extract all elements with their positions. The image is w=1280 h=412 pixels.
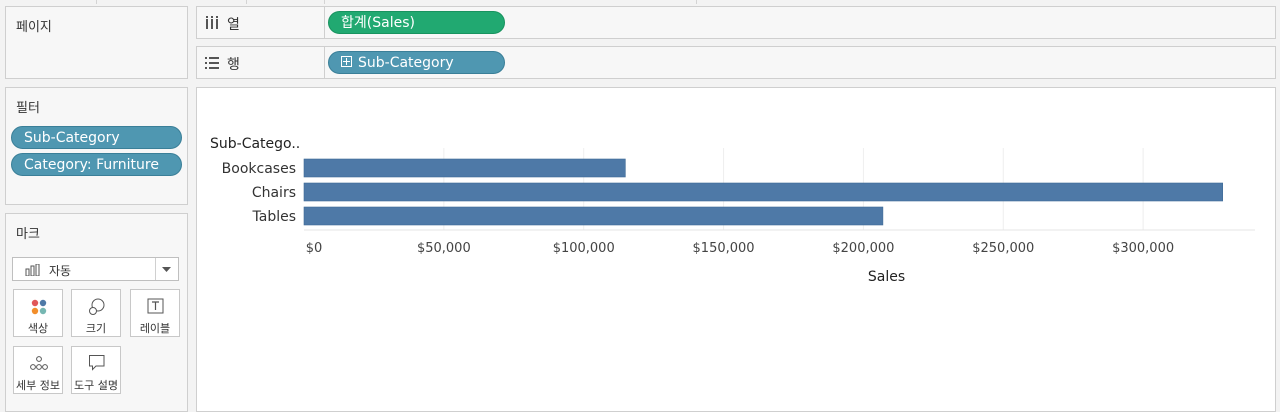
- x-tick-label: $300,000: [1112, 241, 1174, 256]
- columns-shelf-label: 열: [197, 7, 325, 38]
- chart-view: Sub-Catego.. Bookcases Chairs Tables $0 $50,…: [196, 87, 1276, 412]
- x-tick-label: $150,000: [693, 241, 755, 256]
- bar-chart: Bookcases Chairs Tables $0 $50,000 $100,000 $1…: [222, 148, 1255, 285]
- x-axis-title[interactable]: Sales: [868, 269, 905, 285]
- x-tick-label: $0: [306, 241, 323, 256]
- filter-pill-label: Category: Furniture: [24, 157, 159, 173]
- mark-type-label: 자동: [49, 264, 72, 278]
- bar-chairs[interactable]: [303, 182, 1223, 202]
- color-button[interactable]: 색상: [13, 289, 63, 337]
- marks-title: 마크: [16, 227, 40, 242]
- mark-type-dropdown[interactable]: 자동: [12, 257, 179, 281]
- x-tick-label: $100,000: [553, 241, 615, 256]
- color-label: 색상: [27, 322, 49, 335]
- dropdown-toggle[interactable]: [155, 258, 178, 280]
- pages-shelf[interactable]: 페이지: [5, 6, 188, 79]
- detail-label: 세부 정보: [16, 379, 60, 392]
- toolbar-divider: [96, 0, 97, 4]
- toolbar-divider: [324, 0, 325, 4]
- expand-plus-icon[interactable]: [341, 56, 352, 67]
- columns-pill-sum-sales[interactable]: 합계(Sales): [328, 11, 505, 34]
- detail-icon: [30, 356, 48, 370]
- category-label[interactable]: Chairs: [252, 185, 296, 201]
- toolbar-divider: [246, 0, 247, 4]
- filters-title: 필터: [16, 101, 40, 116]
- filters-shelf[interactable]: 필터 Sub-Category Category: Furniture: [5, 87, 188, 205]
- category-label[interactable]: Tables: [252, 209, 297, 225]
- bar-chart-icon: [25, 264, 40, 276]
- filter-pill-label: Sub-Category: [24, 130, 120, 146]
- tooltip-button[interactable]: 도구 설명: [71, 346, 121, 394]
- label-icon: [147, 298, 164, 314]
- row-header[interactable]: Sub-Catego..: [210, 136, 301, 152]
- rows-pill-sub-category[interactable]: Sub-Category: [328, 51, 505, 74]
- bar-tables[interactable]: [303, 206, 884, 226]
- pages-title: 페이지: [16, 20, 52, 35]
- label-button[interactable]: 레이블: [130, 289, 180, 337]
- filter-pill-sub-category[interactable]: Sub-Category: [11, 126, 182, 149]
- filter-pill-category[interactable]: Category: Furniture: [11, 153, 182, 176]
- rows-shelf-label: 행: [197, 47, 325, 78]
- chevron-down-icon: [162, 267, 171, 272]
- size-button[interactable]: 크기: [71, 289, 121, 337]
- x-tick-label: $250,000: [972, 241, 1034, 256]
- columns-pill-label: 합계(Sales): [341, 15, 415, 31]
- tooltip-icon: [89, 355, 105, 371]
- size-icon: [89, 298, 105, 315]
- color-dots-icon: [31, 299, 47, 315]
- rows-pill-label: Sub-Category: [358, 55, 454, 71]
- toolbar-divider: [696, 0, 697, 4]
- detail-button[interactable]: 세부 정보: [13, 346, 63, 394]
- size-label: 크기: [85, 322, 107, 335]
- columns-label: 열: [227, 17, 240, 33]
- label-button-label: 레이블: [139, 322, 171, 335]
- x-tick-label: $50,000: [417, 241, 471, 256]
- tooltip-label: 도구 설명: [74, 379, 118, 392]
- columns-icon: [206, 16, 218, 29]
- category-label[interactable]: Bookcases: [222, 161, 296, 177]
- bar-bookcases[interactable]: [303, 158, 626, 178]
- columns-shelf[interactable]: 열 합계(Sales): [196, 6, 1276, 39]
- top-strip: [0, 0, 1280, 5]
- rows-icon: [205, 57, 219, 69]
- rows-label: 행: [227, 57, 240, 73]
- rows-shelf[interactable]: 행 Sub-Category: [196, 46, 1276, 79]
- x-tick-label: $200,000: [832, 241, 894, 256]
